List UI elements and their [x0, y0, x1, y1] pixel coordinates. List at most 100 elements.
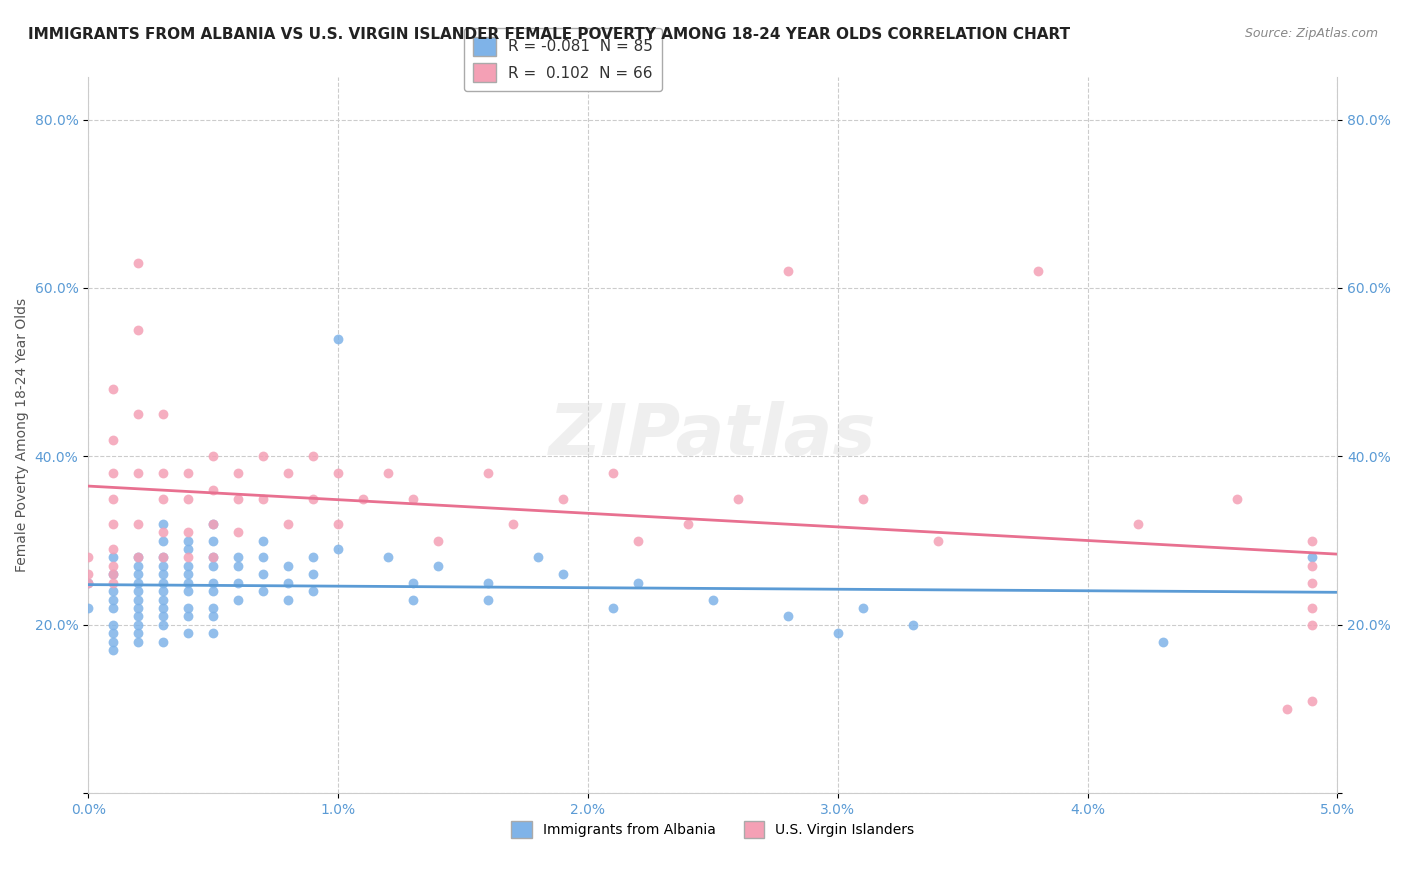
Point — [1301, 558, 1323, 573]
Point — [477, 575, 499, 590]
Point — [202, 584, 225, 599]
Point — [1301, 601, 1323, 615]
Point — [326, 467, 349, 481]
Point — [77, 567, 100, 582]
Point — [177, 558, 200, 573]
Point — [202, 450, 225, 464]
Point — [177, 550, 200, 565]
Y-axis label: Female Poverty Among 18-24 Year Olds: Female Poverty Among 18-24 Year Olds — [15, 298, 30, 573]
Point — [101, 491, 124, 506]
Point — [1301, 550, 1323, 565]
Point — [302, 450, 325, 464]
Point — [152, 558, 174, 573]
Point — [402, 592, 425, 607]
Point — [152, 516, 174, 531]
Point — [177, 533, 200, 548]
Point — [177, 491, 200, 506]
Point — [477, 467, 499, 481]
Point — [101, 433, 124, 447]
Point — [852, 601, 875, 615]
Point — [927, 533, 949, 548]
Point — [202, 516, 225, 531]
Point — [127, 256, 149, 270]
Point — [277, 592, 299, 607]
Text: IMMIGRANTS FROM ALBANIA VS U.S. VIRGIN ISLANDER FEMALE POVERTY AMONG 18-24 YEAR : IMMIGRANTS FROM ALBANIA VS U.S. VIRGIN I… — [28, 27, 1070, 42]
Point — [426, 533, 449, 548]
Point — [627, 575, 650, 590]
Point — [202, 609, 225, 624]
Point — [527, 550, 550, 565]
Point — [827, 626, 849, 640]
Point — [152, 618, 174, 632]
Legend: Immigrants from Albania, U.S. Virgin Islanders: Immigrants from Albania, U.S. Virgin Isl… — [505, 815, 920, 844]
Point — [77, 601, 100, 615]
Point — [101, 567, 124, 582]
Point — [101, 601, 124, 615]
Point — [252, 567, 274, 582]
Point — [152, 533, 174, 548]
Point — [127, 550, 149, 565]
Point — [127, 516, 149, 531]
Point — [252, 584, 274, 599]
Point — [402, 491, 425, 506]
Point — [326, 516, 349, 531]
Point — [152, 407, 174, 421]
Point — [377, 550, 399, 565]
Point — [177, 542, 200, 557]
Point — [426, 558, 449, 573]
Point — [1126, 516, 1149, 531]
Point — [226, 575, 249, 590]
Point — [202, 575, 225, 590]
Point — [127, 618, 149, 632]
Point — [127, 601, 149, 615]
Point — [152, 567, 174, 582]
Point — [152, 467, 174, 481]
Point — [101, 626, 124, 640]
Point — [277, 558, 299, 573]
Point — [776, 264, 799, 278]
Point — [377, 467, 399, 481]
Point — [152, 550, 174, 565]
Point — [252, 450, 274, 464]
Point — [727, 491, 749, 506]
Point — [177, 626, 200, 640]
Point — [602, 467, 624, 481]
Point — [177, 525, 200, 540]
Point — [101, 575, 124, 590]
Point — [101, 542, 124, 557]
Point — [1026, 264, 1049, 278]
Point — [202, 516, 225, 531]
Point — [77, 575, 100, 590]
Point — [202, 533, 225, 548]
Point — [101, 516, 124, 531]
Point — [202, 558, 225, 573]
Point — [1301, 533, 1323, 548]
Point — [127, 550, 149, 565]
Point — [302, 550, 325, 565]
Point — [152, 525, 174, 540]
Point — [277, 575, 299, 590]
Point — [1152, 634, 1174, 648]
Point — [226, 525, 249, 540]
Point — [776, 609, 799, 624]
Point — [101, 467, 124, 481]
Point — [676, 516, 699, 531]
Point — [226, 592, 249, 607]
Point — [277, 467, 299, 481]
Text: Source: ZipAtlas.com: Source: ZipAtlas.com — [1244, 27, 1378, 40]
Point — [177, 609, 200, 624]
Point — [101, 584, 124, 599]
Point — [202, 550, 225, 565]
Point — [302, 491, 325, 506]
Point — [202, 550, 225, 565]
Point — [202, 483, 225, 497]
Point — [127, 634, 149, 648]
Point — [202, 626, 225, 640]
Point — [502, 516, 524, 531]
Point — [127, 592, 149, 607]
Point — [152, 592, 174, 607]
Point — [177, 584, 200, 599]
Point — [101, 567, 124, 582]
Point — [152, 550, 174, 565]
Point — [226, 550, 249, 565]
